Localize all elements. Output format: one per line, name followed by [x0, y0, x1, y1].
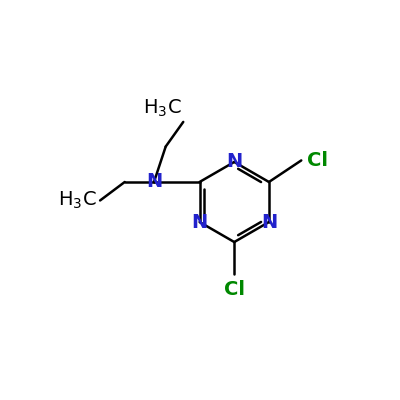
Text: H$_3$C: H$_3$C: [58, 190, 97, 211]
Text: N: N: [261, 212, 277, 232]
Text: H$_3$C: H$_3$C: [143, 98, 182, 119]
Text: N: N: [146, 172, 162, 192]
Text: N: N: [226, 152, 242, 172]
Text: N: N: [192, 212, 208, 232]
Text: Cl: Cl: [307, 151, 328, 170]
Text: Cl: Cl: [224, 280, 245, 299]
